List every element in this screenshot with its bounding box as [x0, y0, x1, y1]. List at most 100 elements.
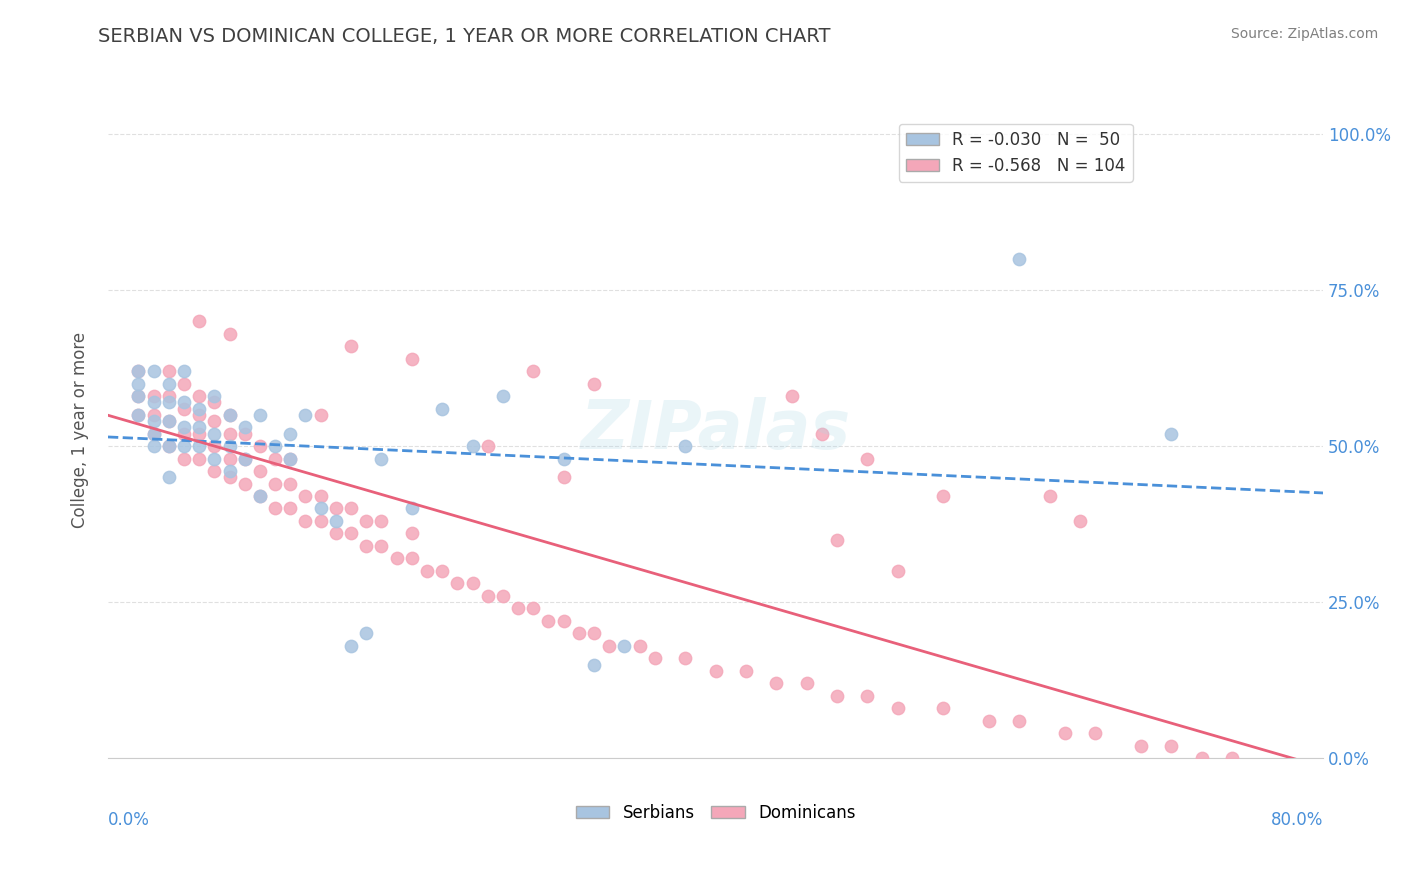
- Point: [142, 395, 165, 409]
- Point: [325, 514, 347, 528]
- Point: [202, 395, 225, 409]
- Point: [492, 389, 515, 403]
- Legend: Serbians, Dominicans: Serbians, Dominicans: [569, 797, 862, 829]
- Point: [233, 420, 256, 434]
- Point: [202, 389, 225, 403]
- Point: [325, 526, 347, 541]
- Point: [202, 464, 225, 478]
- Point: [340, 639, 363, 653]
- Point: [416, 564, 439, 578]
- Point: [142, 364, 165, 378]
- Point: [188, 439, 211, 453]
- Point: [202, 439, 225, 453]
- Point: [673, 651, 696, 665]
- Point: [202, 414, 225, 428]
- Point: [157, 364, 180, 378]
- Point: [127, 408, 149, 422]
- Point: [598, 639, 620, 653]
- Point: [613, 639, 636, 653]
- Point: [233, 476, 256, 491]
- Point: [142, 426, 165, 441]
- Point: [1069, 514, 1091, 528]
- Point: [127, 389, 149, 403]
- Point: [1053, 726, 1076, 740]
- Point: [522, 364, 544, 378]
- Point: [932, 489, 955, 503]
- Point: [354, 539, 377, 553]
- Point: [127, 364, 149, 378]
- Point: [218, 451, 240, 466]
- Point: [249, 489, 271, 503]
- Point: [188, 426, 211, 441]
- Point: [811, 426, 834, 441]
- Point: [249, 408, 271, 422]
- Point: [127, 408, 149, 422]
- Point: [218, 464, 240, 478]
- Point: [278, 451, 301, 466]
- Point: [309, 501, 332, 516]
- Point: [218, 426, 240, 441]
- Point: [568, 626, 591, 640]
- Point: [887, 701, 910, 715]
- Point: [370, 514, 392, 528]
- Point: [233, 451, 256, 466]
- Point: [278, 426, 301, 441]
- Point: [173, 376, 195, 391]
- Point: [370, 539, 392, 553]
- Point: [385, 551, 408, 566]
- Point: [401, 526, 423, 541]
- Point: [370, 451, 392, 466]
- Point: [887, 564, 910, 578]
- Point: [553, 614, 575, 628]
- Point: [233, 451, 256, 466]
- Point: [157, 439, 180, 453]
- Point: [1129, 739, 1152, 753]
- Point: [537, 614, 560, 628]
- Point: [553, 451, 575, 466]
- Point: [354, 626, 377, 640]
- Point: [325, 501, 347, 516]
- Point: [157, 470, 180, 484]
- Point: [1281, 776, 1303, 790]
- Point: [249, 439, 271, 453]
- Point: [673, 439, 696, 453]
- Point: [704, 664, 727, 678]
- Point: [856, 451, 879, 466]
- Point: [446, 576, 468, 591]
- Point: [157, 414, 180, 428]
- Point: [309, 489, 332, 503]
- Point: [583, 376, 606, 391]
- Point: [796, 676, 818, 690]
- Point: [1008, 252, 1031, 266]
- Point: [278, 451, 301, 466]
- Point: [430, 564, 453, 578]
- Point: [218, 470, 240, 484]
- Point: [218, 326, 240, 341]
- Point: [127, 376, 149, 391]
- Point: [765, 676, 787, 690]
- Point: [127, 389, 149, 403]
- Point: [202, 451, 225, 466]
- Point: [735, 664, 758, 678]
- Point: [188, 408, 211, 422]
- Point: [278, 476, 301, 491]
- Point: [142, 414, 165, 428]
- Point: [644, 651, 666, 665]
- Point: [188, 314, 211, 328]
- Point: [522, 601, 544, 615]
- Point: [1220, 751, 1243, 765]
- Point: [249, 489, 271, 503]
- Point: [127, 364, 149, 378]
- Point: [354, 514, 377, 528]
- Text: SERBIAN VS DOMINICAN COLLEGE, 1 YEAR OR MORE CORRELATION CHART: SERBIAN VS DOMINICAN COLLEGE, 1 YEAR OR …: [98, 27, 831, 45]
- Point: [825, 689, 848, 703]
- Point: [264, 451, 287, 466]
- Point: [294, 514, 316, 528]
- Point: [461, 439, 484, 453]
- Point: [309, 408, 332, 422]
- Point: [142, 389, 165, 403]
- Text: ZIPalas: ZIPalas: [581, 398, 851, 464]
- Point: [1008, 714, 1031, 728]
- Point: [506, 601, 529, 615]
- Point: [340, 526, 363, 541]
